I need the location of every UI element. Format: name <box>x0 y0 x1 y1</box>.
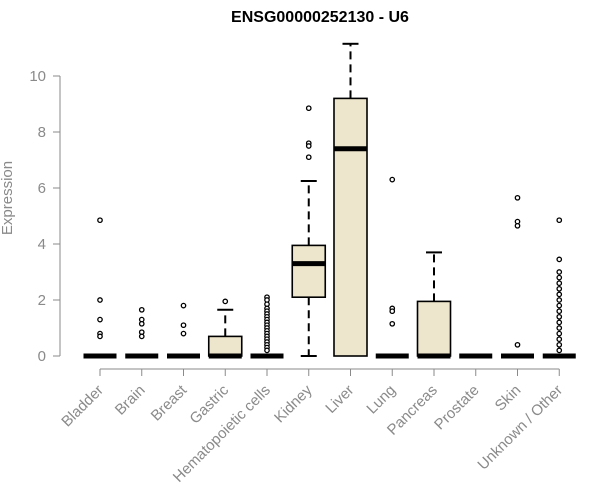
y-axis: 0 2 4 6 8 10 <box>29 68 61 365</box>
outlier-point <box>514 222 521 229</box>
outlier-point <box>556 269 563 275</box>
iqr-box <box>291 244 327 298</box>
outlier-point <box>97 333 103 340</box>
boxes-group <box>83 42 576 359</box>
iqr-box <box>333 97 368 357</box>
chart-title: ENSG00000252130 - U6 <box>231 9 409 26</box>
box-liver <box>333 42 368 357</box>
x-tick-label: Lung <box>363 382 399 418</box>
y-tick-label: 0 <box>38 348 46 365</box>
outlier-point <box>180 322 187 329</box>
outlier-point <box>556 341 563 348</box>
outlier-point <box>138 320 145 327</box>
x-tick-label: Skin <box>492 382 525 415</box>
outlier-point <box>556 274 563 281</box>
outlier-point <box>556 256 563 263</box>
outlier-point <box>97 297 103 303</box>
x-tick-label: Prostate <box>431 382 483 434</box>
box-lung <box>375 176 409 359</box>
outlier-point <box>556 325 563 331</box>
box-brain <box>125 306 159 359</box>
x-tick-label: Breast <box>148 381 191 424</box>
box-gastric <box>207 298 243 359</box>
outlier-point <box>389 176 396 183</box>
outlier-point <box>180 330 187 337</box>
box-bladder <box>83 217 117 359</box>
y-tick-label: 8 <box>38 124 46 141</box>
outlier-point <box>138 306 145 313</box>
outlier-point <box>556 285 563 292</box>
outlier-point <box>389 308 396 315</box>
box-breast <box>167 302 200 359</box>
outlier-point <box>556 217 563 224</box>
y-tick-label: 2 <box>38 292 46 309</box>
x-tick-label: Liver <box>322 382 357 417</box>
x-tick-label: Kidney <box>271 381 316 426</box>
outlier-point <box>514 194 521 201</box>
iqr-box <box>416 300 452 357</box>
outlier-point <box>556 319 563 326</box>
box-unknown-other <box>542 217 576 359</box>
x-tick-label: Bladder <box>58 382 107 431</box>
outlier-point <box>305 105 312 112</box>
outlier-point <box>305 154 312 161</box>
outlier-point <box>556 308 563 315</box>
outlier-point <box>222 298 229 305</box>
box-hematopoietic-cells <box>250 294 284 359</box>
outlier-point <box>138 333 145 340</box>
outlier-point <box>556 291 563 298</box>
outlier-point <box>305 143 312 149</box>
outlier-point <box>556 302 563 309</box>
outlier-point <box>389 320 396 327</box>
x-tick-label: Brain <box>112 382 149 419</box>
outlier-point <box>97 316 103 323</box>
outlier-point <box>556 330 563 337</box>
outlier-point <box>556 280 563 287</box>
outlier-point <box>556 313 563 320</box>
outlier-point <box>556 297 563 303</box>
box-pancreas <box>416 251 452 359</box>
y-tick-label: 10 <box>29 68 46 85</box>
box-skin <box>501 194 534 359</box>
box-kidney <box>291 105 327 357</box>
outlier-point <box>180 302 187 309</box>
outlier-point <box>97 217 103 224</box>
outlier-point <box>556 347 563 354</box>
y-axis-title: Expression <box>0 161 16 235</box>
iqr-box <box>207 335 243 357</box>
outlier-point <box>264 347 270 354</box>
y-tick-label: 6 <box>38 180 46 197</box>
outlier-point <box>556 336 563 343</box>
y-tick-label: 4 <box>38 236 46 253</box>
outlier-point <box>514 341 521 348</box>
